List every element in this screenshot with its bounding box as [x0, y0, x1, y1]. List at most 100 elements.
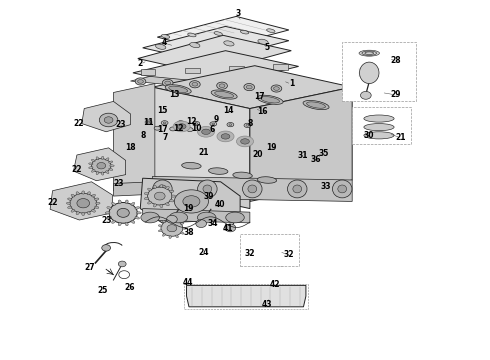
Ellipse shape [165, 85, 191, 94]
Text: 24: 24 [198, 248, 209, 257]
Ellipse shape [166, 186, 169, 189]
Ellipse shape [362, 51, 376, 55]
Ellipse shape [147, 188, 151, 191]
Ellipse shape [155, 44, 166, 49]
Ellipse shape [180, 222, 184, 225]
Ellipse shape [154, 192, 165, 200]
Ellipse shape [87, 192, 91, 195]
Bar [229, 66, 244, 72]
Ellipse shape [109, 168, 113, 170]
Polygon shape [152, 176, 352, 202]
Ellipse shape [82, 191, 85, 194]
Ellipse shape [364, 115, 394, 122]
Ellipse shape [188, 33, 196, 37]
Text: 43: 43 [262, 300, 272, 309]
Ellipse shape [208, 168, 228, 174]
Ellipse shape [190, 81, 200, 88]
Ellipse shape [170, 127, 176, 131]
Ellipse shape [192, 82, 198, 86]
Ellipse shape [105, 212, 110, 214]
Ellipse shape [106, 171, 109, 174]
Ellipse shape [364, 132, 394, 139]
Text: 44: 44 [183, 278, 193, 287]
Ellipse shape [131, 202, 135, 206]
Ellipse shape [267, 29, 275, 32]
Ellipse shape [154, 126, 160, 130]
Ellipse shape [147, 201, 151, 204]
Ellipse shape [179, 122, 182, 124]
Ellipse shape [169, 218, 171, 221]
Ellipse shape [177, 121, 184, 125]
Ellipse shape [112, 220, 115, 223]
Ellipse shape [202, 129, 210, 134]
Polygon shape [250, 87, 352, 202]
Text: 21: 21 [198, 148, 209, 157]
Ellipse shape [92, 158, 111, 173]
Ellipse shape [240, 30, 249, 34]
Ellipse shape [177, 124, 186, 129]
Text: 25: 25 [98, 286, 108, 295]
Ellipse shape [248, 185, 257, 193]
Ellipse shape [138, 80, 144, 83]
Polygon shape [50, 182, 113, 220]
Ellipse shape [112, 202, 115, 206]
Polygon shape [114, 84, 155, 191]
Ellipse shape [217, 131, 234, 142]
Polygon shape [143, 26, 289, 62]
Text: 41: 41 [223, 224, 234, 233]
Ellipse shape [102, 245, 111, 251]
Ellipse shape [118, 261, 126, 267]
Ellipse shape [92, 159, 95, 162]
Ellipse shape [246, 85, 252, 89]
Text: 22: 22 [73, 119, 84, 128]
Text: 6: 6 [209, 126, 215, 135]
Polygon shape [143, 208, 250, 223]
Polygon shape [152, 87, 250, 198]
Ellipse shape [257, 95, 283, 104]
Ellipse shape [219, 84, 225, 87]
Text: 3: 3 [235, 9, 240, 18]
Ellipse shape [117, 208, 129, 217]
Ellipse shape [162, 220, 166, 223]
Text: 4: 4 [162, 38, 167, 47]
Text: 35: 35 [318, 149, 329, 158]
Text: 33: 33 [320, 182, 331, 191]
Ellipse shape [195, 123, 198, 125]
Ellipse shape [95, 198, 99, 200]
Text: 19: 19 [183, 204, 193, 213]
Ellipse shape [135, 78, 146, 85]
Ellipse shape [92, 194, 96, 197]
Ellipse shape [197, 126, 215, 137]
Text: 17: 17 [254, 91, 265, 100]
Ellipse shape [359, 50, 379, 56]
Ellipse shape [96, 157, 99, 160]
Ellipse shape [332, 180, 352, 198]
Ellipse shape [193, 121, 200, 126]
Text: 18: 18 [125, 143, 136, 152]
Ellipse shape [169, 212, 188, 223]
Ellipse shape [361, 91, 371, 99]
Text: 39: 39 [203, 192, 214, 201]
Ellipse shape [92, 170, 95, 172]
Ellipse shape [92, 210, 96, 212]
Ellipse shape [97, 162, 106, 169]
Ellipse shape [190, 42, 200, 48]
Text: 20: 20 [252, 150, 263, 159]
Ellipse shape [99, 113, 118, 127]
Ellipse shape [175, 219, 178, 221]
Ellipse shape [160, 185, 163, 188]
Ellipse shape [145, 193, 148, 195]
Ellipse shape [71, 194, 75, 197]
Ellipse shape [303, 100, 329, 109]
Ellipse shape [131, 220, 135, 223]
Ellipse shape [197, 180, 217, 198]
Ellipse shape [162, 79, 173, 86]
Ellipse shape [210, 122, 217, 126]
Text: 15: 15 [157, 106, 168, 115]
Ellipse shape [107, 207, 111, 209]
Ellipse shape [174, 190, 208, 213]
Ellipse shape [101, 156, 104, 159]
Ellipse shape [106, 158, 109, 161]
Ellipse shape [169, 86, 188, 93]
Polygon shape [114, 182, 152, 196]
